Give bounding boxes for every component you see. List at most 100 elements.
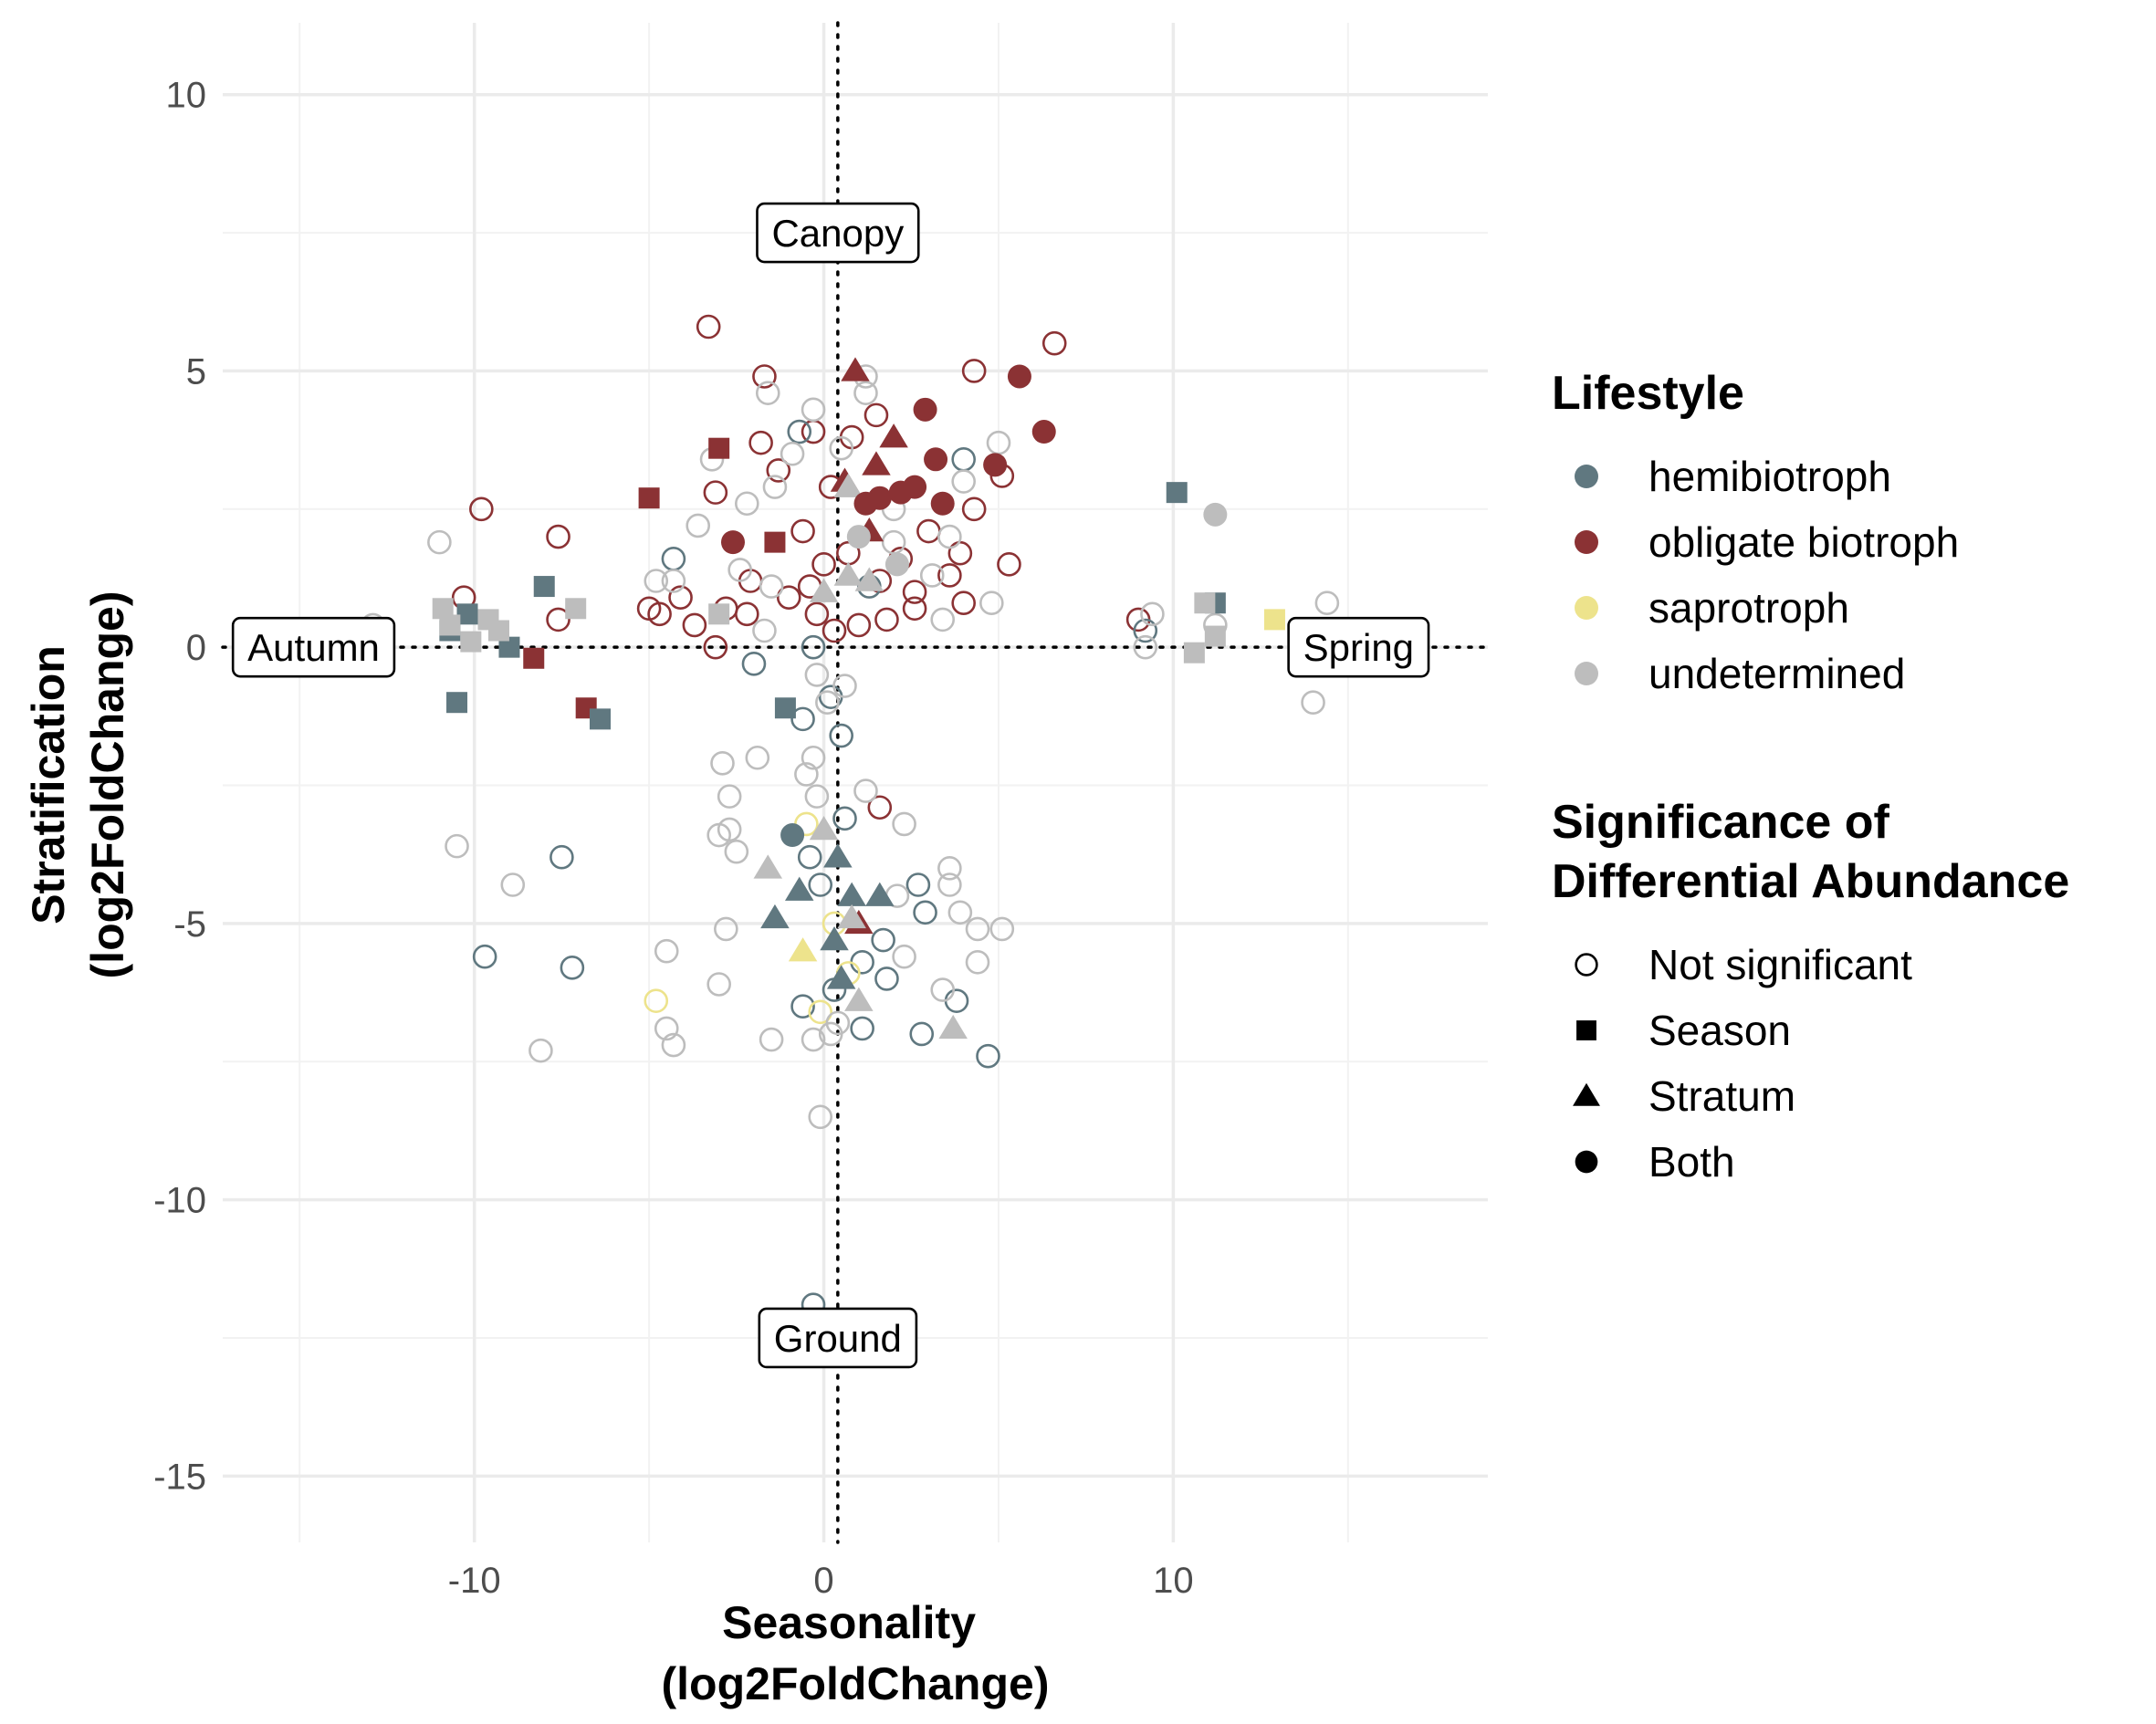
data-point <box>841 357 870 381</box>
data-point <box>1203 502 1228 527</box>
data-point <box>432 598 454 620</box>
data-point <box>930 607 956 632</box>
data-point <box>741 652 767 676</box>
data-point <box>951 590 976 616</box>
data-point <box>976 1043 1000 1069</box>
data-point <box>654 938 679 964</box>
annotation-box <box>758 1307 918 1369</box>
data-point <box>997 552 1021 577</box>
legend-key-season <box>1576 1020 1596 1040</box>
legend-key-both <box>1575 1150 1598 1174</box>
data-point <box>951 447 976 472</box>
data-point <box>801 745 826 770</box>
data-point <box>686 513 711 538</box>
data-point <box>811 552 836 577</box>
data-point <box>654 1016 679 1041</box>
legend-label-stratum: Stratum <box>1648 1072 1795 1120</box>
x-axis-title-line2: (log2FoldChange) <box>662 1658 1050 1709</box>
data-point <box>809 578 839 602</box>
data-point <box>717 784 742 809</box>
data-point <box>808 1104 833 1130</box>
data-point <box>846 612 872 638</box>
data-point <box>892 811 916 837</box>
annotation-label: Autumn <box>247 626 380 669</box>
data-point <box>853 381 878 405</box>
data-point <box>902 580 927 604</box>
x-tick-label: -10 <box>448 1561 501 1601</box>
data-point <box>523 647 545 669</box>
data-point <box>871 927 895 953</box>
data-point <box>846 525 871 549</box>
data-point <box>804 663 830 687</box>
data-point <box>983 453 1008 477</box>
data-point <box>661 546 686 571</box>
data-point <box>1140 601 1165 627</box>
data-point <box>790 518 815 544</box>
data-point <box>714 916 738 942</box>
data-point <box>760 904 790 929</box>
data-point <box>833 561 863 586</box>
x-axis-title: Seasonality (log2FoldChange) <box>662 1597 1050 1709</box>
data-point <box>916 518 941 544</box>
data-point <box>668 585 693 610</box>
data-point <box>865 882 895 906</box>
y-tick-label: -5 <box>173 904 206 945</box>
data-point <box>682 612 707 638</box>
legend-label-ns: Not significant <box>1648 941 1912 988</box>
data-point <box>549 844 574 870</box>
data-point <box>820 926 849 951</box>
x-tick-label: 10 <box>1153 1561 1194 1601</box>
data-point <box>862 451 891 475</box>
data-point <box>703 634 728 660</box>
data-point <box>759 574 784 599</box>
data-point <box>529 1038 553 1063</box>
y-tick-label: 10 <box>166 76 207 116</box>
data-point <box>696 314 721 340</box>
data-point <box>560 956 585 980</box>
data-point <box>661 569 686 593</box>
data-point <box>774 697 796 719</box>
data-point <box>790 994 815 1019</box>
data-point <box>776 585 801 610</box>
data-point <box>801 397 826 423</box>
data-point <box>808 872 833 897</box>
data-point <box>822 618 847 643</box>
y-tick-label: -15 <box>153 1457 206 1497</box>
significance-legend-title-line2: Differential Abundance <box>1552 855 2069 908</box>
annotation-label: Canopy <box>771 212 904 255</box>
data-point <box>748 430 773 455</box>
legend-label-sap: saprotroph <box>1648 584 1849 632</box>
y-axis-ticks: 10 5 0 -5 -10 -15 <box>153 76 206 1498</box>
data-point <box>546 524 570 549</box>
legend-label-season: Season <box>1648 1007 1791 1054</box>
data-point <box>766 458 791 483</box>
data-point <box>439 614 461 636</box>
data-point <box>965 916 990 942</box>
annotation-canopy: Canopy <box>756 202 920 264</box>
data-point <box>1194 592 1216 614</box>
data-point <box>1031 420 1056 444</box>
legend-key-hemi <box>1575 465 1598 488</box>
annotation-autumn: Autumn <box>231 616 396 678</box>
legend-label-obl: obligate biotroph <box>1648 518 1959 566</box>
data-point <box>854 567 884 591</box>
data-point <box>832 806 857 831</box>
data-point <box>498 636 520 658</box>
data-point <box>644 988 669 1013</box>
data-point <box>759 1027 784 1052</box>
data-point <box>1314 590 1340 616</box>
data-point <box>764 531 786 553</box>
annotation-spring: Spring <box>1287 616 1430 678</box>
annotation-box <box>1287 616 1430 678</box>
data-point <box>815 690 840 716</box>
data-point <box>879 423 908 448</box>
data-point <box>801 1027 826 1052</box>
data-point <box>797 844 822 870</box>
data-point <box>938 1014 968 1040</box>
data-point <box>965 949 990 975</box>
data-point <box>844 987 874 1011</box>
data-point <box>937 524 962 549</box>
data-point <box>787 419 812 444</box>
quadrant-annotations: Canopy Ground Autumn Spring <box>231 202 1430 1369</box>
data-point <box>833 473 863 497</box>
